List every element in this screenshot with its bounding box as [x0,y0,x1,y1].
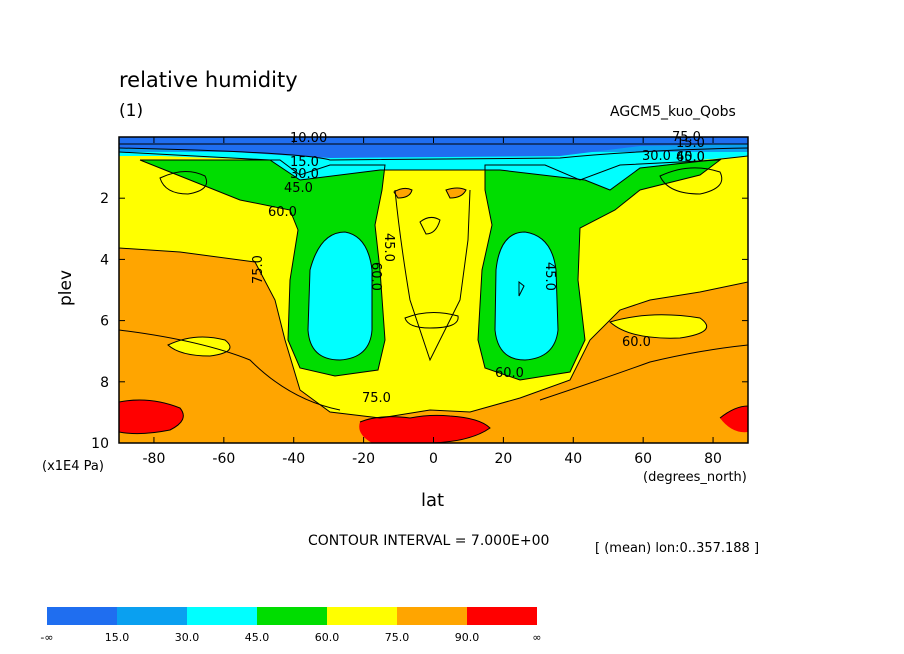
contour-label: 45.0 [542,262,557,291]
x-tick-label: -80 [143,451,166,467]
y-tick-label: 8 [100,375,109,391]
x-tick-label: 20 [494,451,512,467]
x-tick-label: 80 [704,451,722,467]
band-60-75-pocket [610,314,707,339]
y-tick-label: 10 [91,436,109,452]
contour-label: 60.0 [495,366,524,381]
contour-label: 45.0 [284,181,313,196]
y-tick-label: 6 [100,314,109,330]
contour-label: 75.0 [362,391,391,406]
band-90-up [119,400,184,434]
contour-lines [119,143,748,443]
contour-label: 60.0 [368,262,383,291]
band-75-90-blob [445,187,467,199]
contour-label: 15.0 [676,136,705,151]
y-tick-label: 2 [100,191,109,207]
colorbar-label: 45.0 [245,631,270,644]
y-tick-label: 4 [100,252,109,268]
colorbar-label: 90.0 [455,631,480,644]
contour-label: 30.0 [642,149,671,164]
mean-note: [ (mean) lon:0..357.188 ] [595,541,760,556]
band-30-45-left [308,232,372,360]
x-tick-label: 40 [564,451,582,467]
x-axis-label: lat [421,490,445,511]
contour-field [119,137,748,443]
panel-label: (1) [119,101,144,121]
x-tick-label: 0 [429,451,438,467]
colorbar-swatch [397,607,467,625]
x-tick-label: -60 [212,451,235,467]
y-axis-unit: (x1E4 Pa) [42,459,104,474]
colorbar-swatch [117,607,187,625]
contour-label: 75.0 [251,255,266,284]
contour-label: 60.0 [676,150,705,165]
contour-label: 30.0 [290,167,319,182]
colorbar-label: 75.0 [385,631,410,644]
contour-label: 60.0 [268,205,297,220]
band-below-15 [119,137,748,158]
colorbar-label: 30.0 [175,631,200,644]
colorbar-label: ∞ [532,631,541,644]
contour-label: 15.0 [290,155,319,170]
contour-label: 45.0 [381,233,396,262]
contour-interval: CONTOUR INTERVAL = 7.000E+00 [308,533,550,549]
band-75-90 [119,248,748,443]
y-ticks: 2 4 6 8 10 [91,191,748,452]
band-90-up [359,415,490,443]
contour-label: 60.0 [622,335,651,350]
run-name: AGCM5_kuo_Qobs [610,104,736,120]
colorbar-label: 15.0 [105,631,130,644]
colorbar-swatch [47,607,117,625]
contour-label: 45.0 [676,150,705,165]
band-90-up [720,406,748,433]
x-tick-label: -20 [352,451,375,467]
band-60-75-pocket [168,336,230,356]
chart-title: relative humidity [119,68,298,92]
colorbar-swatch [467,607,537,625]
x-axis-unit: (degrees_north) [643,470,747,485]
x-tick-label: 60 [634,451,652,467]
contour-label: 75.0 [672,130,701,145]
colorbar-label: 60.0 [315,631,340,644]
colorbar-swatch [257,607,327,625]
band-30-45-right [495,232,558,360]
colorbar: -∞ 15.0 30.0 45.0 60.0 75.0 90.0 ∞ [40,607,542,644]
band-75-90-blob [393,187,413,199]
colorbar-label: -∞ [40,631,53,644]
contour-label: 10.00 [290,131,327,146]
colorbar-swatch [327,607,397,625]
x-tick-label: -40 [282,451,305,467]
colorbar-swatch [187,607,257,625]
x-ticks: -80 -60 -40 -20 0 20 40 60 80 [143,137,722,467]
